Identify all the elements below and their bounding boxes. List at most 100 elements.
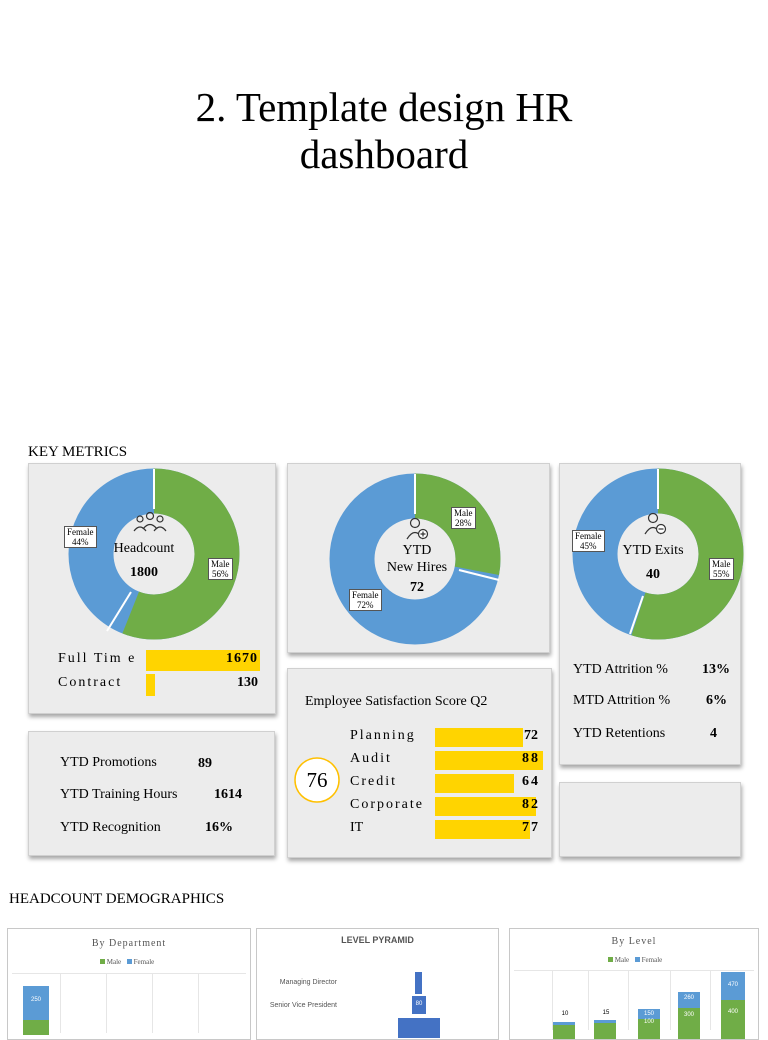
recognition-label: YTD Recognition	[60, 820, 161, 835]
new-hires-male-label: Male 28%	[451, 507, 476, 529]
legend-female-swatch	[126, 959, 132, 964]
key-metrics-label: KEY METRICS	[28, 444, 128, 460]
page-title-line2: dashboard	[299, 131, 469, 177]
exits-label: YTD Exits	[622, 543, 684, 558]
by-level-title: By Level	[611, 936, 657, 947]
demographics-label: HEADCOUNT DEMOGRAPHICS	[9, 891, 225, 907]
level-bar-5-female	[721, 972, 745, 1000]
credit-value: 64	[522, 774, 540, 789]
it-label: IT	[350, 820, 364, 835]
new-hires-card: YTD New Hires 72 Male 28% Female 72%	[287, 463, 550, 653]
exits-donut	[572, 468, 744, 640]
legend-male-swatch	[608, 957, 613, 962]
legend-female-label: Female	[641, 956, 663, 964]
level-bar-3-male-value: 100	[643, 1019, 654, 1025]
full-time-label: Full Tim e	[58, 651, 137, 666]
training-hours-value: 1614	[214, 787, 242, 802]
headcount-label: Headcount	[113, 541, 175, 556]
level-bar-4-male-value: 300	[683, 1012, 694, 1018]
overall-score-value: 76	[306, 768, 328, 792]
pyramid-bar-managing-director	[415, 972, 422, 994]
headcount-male-label: Male 56%	[208, 558, 233, 580]
page-title-line1: 2. Template design HR	[195, 84, 573, 130]
people-icon	[133, 511, 167, 532]
credit-bar	[435, 774, 514, 793]
audit-label: Audit	[350, 751, 392, 766]
by-level-legend: Male Female	[608, 956, 662, 964]
level-bar-1-male	[553, 1025, 575, 1039]
exits-value: 40	[646, 567, 660, 582]
level-label-managing-director: Managing Director	[279, 979, 337, 986]
level-top-label-1: 10	[561, 1011, 569, 1017]
legend-male-label: Male	[106, 958, 122, 966]
planning-bar	[435, 728, 523, 747]
empty-card	[559, 782, 741, 857]
new-hires-label: YTD New Hires	[386, 543, 448, 575]
contract-value: 130	[237, 675, 258, 690]
level-bar-4-female-value: 260	[683, 995, 694, 1001]
level-bar-5-female-value: 470	[727, 982, 738, 988]
promotions-card: YTD Promotions 89 YTD Training Hours 161…	[28, 731, 275, 856]
new-hires-donut	[329, 473, 501, 645]
contract-label: Contract	[58, 675, 123, 690]
level-bar-4-female	[678, 992, 700, 1008]
exits-male-label: Male 55%	[709, 558, 734, 580]
full-time-value: 1670	[226, 651, 258, 666]
legend-female-swatch	[634, 957, 640, 962]
ytd-retentions-label: YTD Retentions	[573, 726, 666, 741]
headcount-female-label: Female 44%	[64, 526, 97, 548]
overall-score-ring	[294, 757, 340, 803]
by-department-legend: Male Female	[100, 958, 154, 966]
promotions-label: YTD Promotions	[60, 755, 157, 770]
audit-bar	[435, 751, 543, 770]
pyramid-bar-next	[398, 1018, 440, 1038]
recognition-value: 16%	[205, 820, 233, 835]
level-pyramid-title: LEVEL PYRAMID	[341, 935, 414, 945]
it-value: 77	[522, 820, 540, 835]
by-department-title: By Department	[91, 938, 167, 949]
satisfaction-title: Employee Satisfaction Score Q2	[305, 694, 488, 709]
by-level-panel: By Level Male Female 10 15 150 100 260 3…	[509, 928, 759, 1040]
department-bar-male	[23, 1020, 49, 1035]
level-label-senior-vp: Senior Vice President	[269, 1002, 337, 1009]
exits-card: YTD Exits 40 Female 45% Male 55% YTD Attri…	[559, 463, 744, 765]
headcount-donut	[68, 468, 240, 640]
promotions-value: 89	[198, 756, 212, 771]
page-title: 2. Template design HR dashboard	[0, 84, 768, 178]
level-bar-2-male	[594, 1023, 616, 1039]
planning-label: Planning	[350, 728, 416, 743]
department-bar-female	[23, 986, 49, 1020]
add-person-icon	[406, 517, 429, 540]
contract-bar	[146, 674, 155, 696]
level-bar-3-female-value: 150	[643, 1011, 654, 1017]
by-department-panel: By Department Male Female 250	[7, 928, 251, 1040]
level-bar-3-female	[638, 1009, 660, 1019]
corporate-value: 82	[522, 797, 540, 812]
corporate-bar	[435, 797, 536, 816]
level-pyramid-panel: LEVEL PYRAMID Managing Director Senior V…	[256, 928, 499, 1040]
new-hires-value: 72	[410, 580, 424, 595]
new-hires-female-label: Female 72%	[349, 589, 382, 611]
pyramid-bar-value: 80	[415, 1001, 423, 1007]
ytd-retentions-value: 4	[710, 726, 717, 741]
level-bar-5-male-value: 400	[727, 1009, 738, 1015]
ytd-attrition-value: 13%	[702, 662, 730, 677]
credit-label: Credit	[350, 774, 397, 789]
it-bar	[435, 820, 530, 839]
headcount-value: 1800	[130, 565, 158, 580]
audit-value: 88	[522, 751, 540, 766]
department-bar-value: 250	[30, 997, 41, 1003]
planning-value: 72	[524, 728, 538, 743]
level-bar-5-male	[721, 1000, 745, 1039]
corporate-label: Corporate	[350, 797, 424, 812]
level-top-label-2: 15	[602, 1010, 610, 1016]
ytd-attrition-label: YTD Attrition %	[573, 662, 668, 677]
full-time-bar	[146, 650, 260, 671]
pyramid-bar-senior-vp	[412, 996, 426, 1014]
satisfaction-card: Employee Satisfaction Score Q2 76 Planni…	[287, 668, 552, 858]
headcount-card: Headcount 1800 Female 44% Male 56% Full Ti…	[28, 463, 276, 714]
level-bar-2-female	[594, 1020, 616, 1023]
exits-female-label: Female 45%	[572, 530, 605, 552]
mtd-attrition-label: MTD Attrition %	[573, 693, 671, 708]
legend-male-label: Male	[614, 956, 630, 964]
